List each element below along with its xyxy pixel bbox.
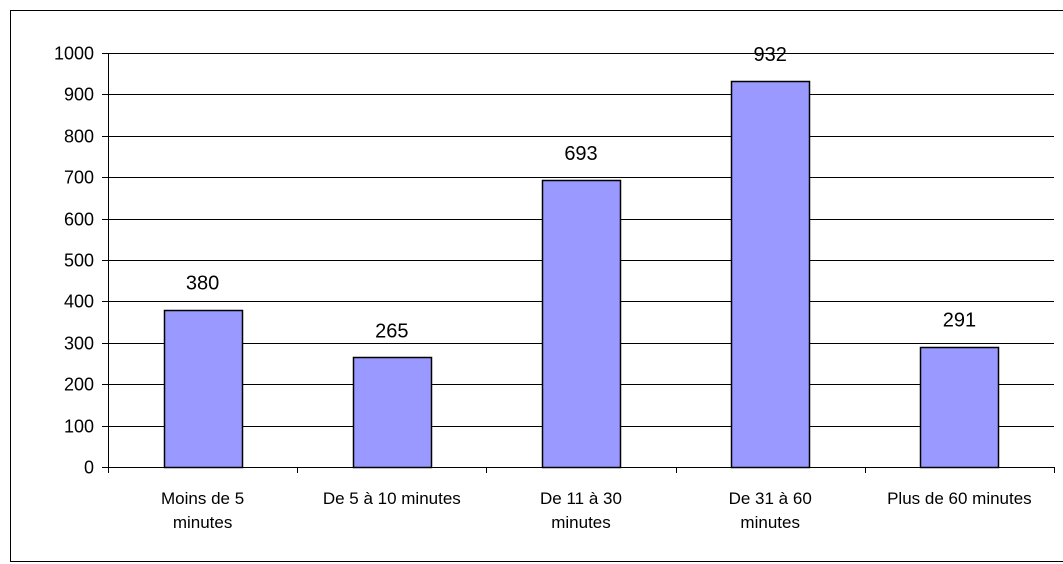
y-tick-label: 400 [64,292,94,312]
bars [163,80,1000,469]
x-category-label: Moins de 5 minutes [161,489,244,532]
data-label: 265 [375,320,408,342]
chart-frame [10,10,1063,562]
y-tick-label: 1000 [54,44,94,64]
x-category-label-line: minutes [551,513,611,532]
labels: 0 100 200 300 400 500 600 700 800 900 1000 380 Moins… [54,44,1032,533]
bar [163,309,244,469]
y-tick-label: 0 [84,458,94,478]
bar [352,356,433,469]
bar [919,346,1000,469]
y-tick-label: 100 [64,417,94,437]
x-category-label: De 11 à 30 minutes [540,489,622,532]
y-tick-label: 700 [64,168,94,188]
x-category-label-line: De 5 à 10 minutes [323,489,461,508]
y-tick-label: 600 [64,210,94,230]
bar [730,80,811,469]
y-tick-label: 500 [64,251,94,271]
x-category-label-line: De 11 à 30 [540,489,622,508]
data-label: 380 [186,273,219,295]
data-label: 932 [754,44,787,66]
y-tick-label: 200 [64,375,94,395]
bar [541,179,622,469]
x-category-label-line: minutes [173,513,233,532]
x-category-label-line: minutes [740,513,800,532]
x-category-label: Plus de 60 minutes [887,489,1032,508]
y-tick-label: 300 [64,334,94,354]
data-label: 291 [943,310,976,332]
x-category-label-line: De 31 à 60 [729,489,812,508]
data-label: 693 [564,143,597,165]
y-tick-label: 900 [64,85,94,105]
x-category-label-line: Plus de 60 minutes [887,489,1032,508]
x-category-label-line: Moins de 5 [161,489,244,508]
y-tick-label: 800 [64,127,94,147]
x-category-label: De 5 à 10 minutes [323,489,461,508]
x-category-label: De 31 à 60 minutes [729,489,812,532]
